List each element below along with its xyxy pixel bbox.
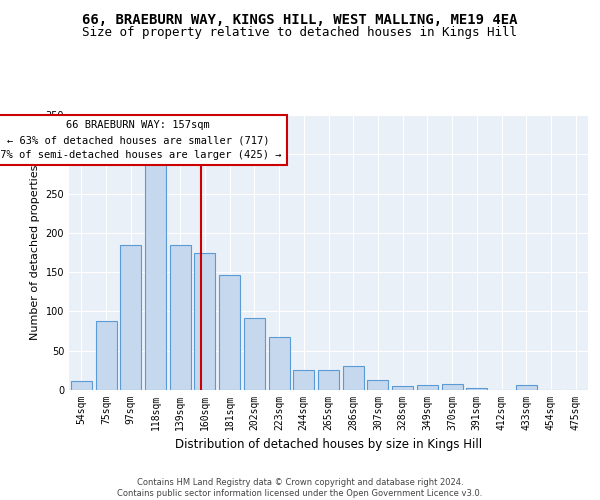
Bar — [219, 274, 240, 390]
Text: Size of property relative to detached houses in Kings Hill: Size of property relative to detached ho… — [83, 26, 517, 39]
Bar — [244, 318, 265, 390]
Text: 66 BRAEBURN WAY: 157sqm
← 63% of detached houses are smaller (717)
37% of semi-d: 66 BRAEBURN WAY: 157sqm ← 63% of detache… — [0, 120, 282, 160]
Text: Contains HM Land Registry data © Crown copyright and database right 2024.
Contai: Contains HM Land Registry data © Crown c… — [118, 478, 482, 498]
Bar — [392, 386, 413, 390]
Bar — [120, 246, 141, 390]
X-axis label: Distribution of detached houses by size in Kings Hill: Distribution of detached houses by size … — [175, 438, 482, 452]
Bar — [71, 380, 92, 390]
Bar — [343, 366, 364, 390]
Bar — [145, 162, 166, 390]
Bar — [170, 246, 191, 390]
Bar — [293, 370, 314, 390]
Bar — [194, 252, 215, 390]
Bar — [95, 321, 116, 390]
Bar — [442, 384, 463, 390]
Bar — [466, 388, 487, 390]
Bar — [269, 336, 290, 390]
Text: 66, BRAEBURN WAY, KINGS HILL, WEST MALLING, ME19 4EA: 66, BRAEBURN WAY, KINGS HILL, WEST MALLI… — [82, 12, 518, 26]
Bar — [318, 370, 339, 390]
Bar — [417, 386, 438, 390]
Y-axis label: Number of detached properties: Number of detached properties — [30, 165, 40, 340]
Bar — [367, 380, 388, 390]
Bar — [516, 384, 537, 390]
